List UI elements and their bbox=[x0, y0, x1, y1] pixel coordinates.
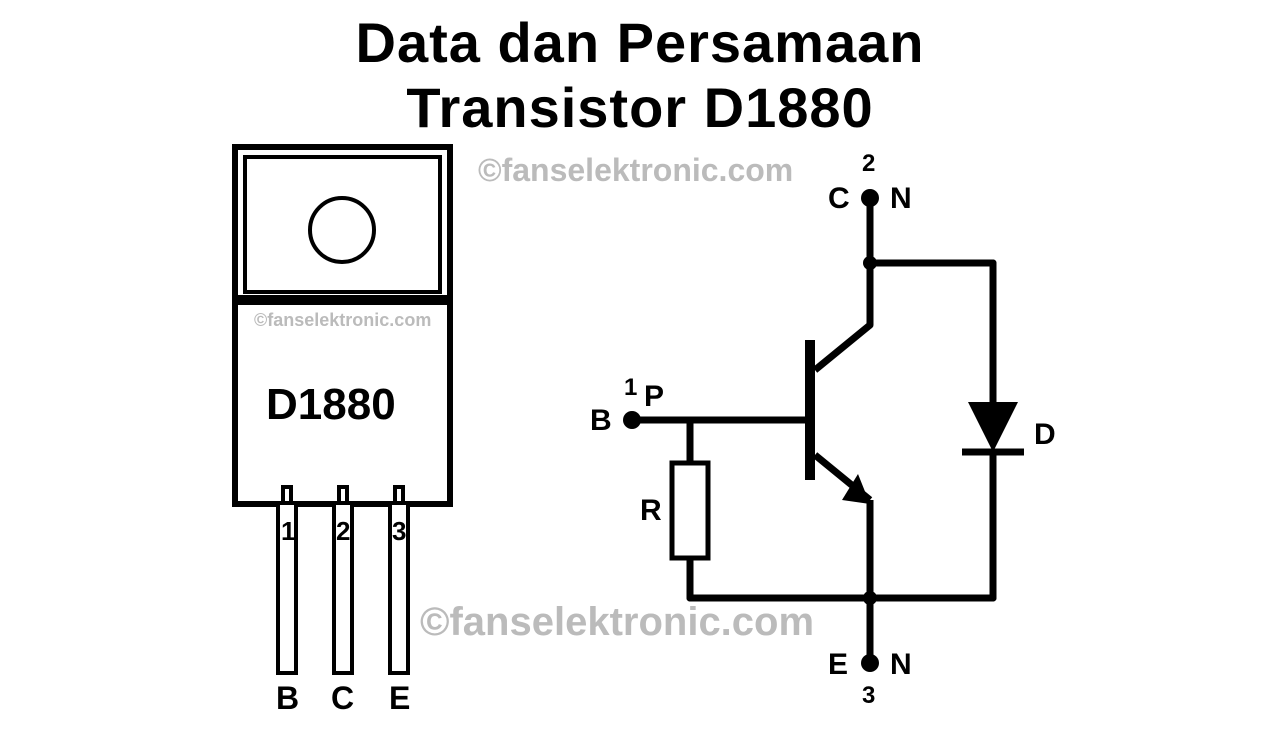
diode-triangle-icon bbox=[968, 402, 1018, 452]
node-b-type: P bbox=[644, 380, 664, 414]
node-e-label: E bbox=[828, 648, 848, 682]
junction-top bbox=[863, 256, 877, 270]
node-e-num: 3 bbox=[862, 682, 875, 710]
node-c-type: N bbox=[890, 182, 912, 216]
node-c-label: C bbox=[828, 182, 850, 216]
node-c-dot bbox=[861, 189, 879, 207]
collector-line bbox=[815, 325, 870, 370]
node-b-label: B bbox=[590, 404, 612, 438]
resistor-icon bbox=[672, 463, 708, 558]
node-e-type: N bbox=[890, 648, 912, 682]
transistor-base-bar bbox=[805, 340, 815, 480]
node-b-num: 1 bbox=[624, 374, 637, 402]
node-e-dot bbox=[861, 654, 879, 672]
resistor-label: R bbox=[640, 494, 662, 528]
diode-label: D bbox=[1034, 418, 1056, 452]
schematic-diagram bbox=[0, 0, 1280, 734]
node-c-num: 2 bbox=[862, 150, 875, 178]
junction-bottom bbox=[863, 591, 877, 605]
node-b-dot bbox=[623, 411, 641, 429]
